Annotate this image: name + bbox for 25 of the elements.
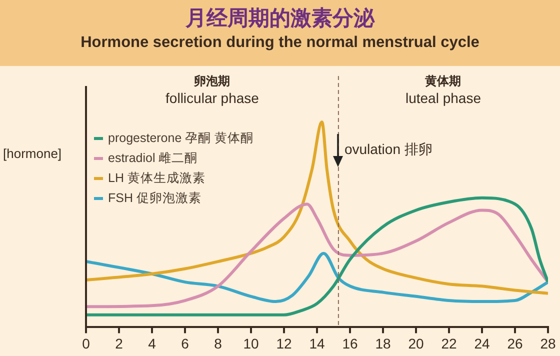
x-tick-label: 24 bbox=[474, 335, 490, 352]
x-tick-label: 10 bbox=[243, 335, 259, 352]
x-tick-label: 26 bbox=[507, 335, 523, 352]
x-tick-label: 22 bbox=[441, 335, 457, 352]
x-tick-label: 28 bbox=[540, 335, 556, 352]
x-tick-label: 0 bbox=[82, 335, 90, 352]
text: 卵泡期 follicular phase bbox=[166, 74, 260, 106]
legend-label: progesterone 孕酮 黄体酮 bbox=[107, 130, 254, 147]
x-tick-label: 6 bbox=[181, 335, 190, 352]
chart-title: 月经周期的激素分泌 bbox=[184, 5, 376, 32]
x-tick-label: 4 bbox=[148, 335, 156, 352]
x-tick-label: 8 bbox=[214, 335, 222, 352]
y-axis-title: [hormone] bbox=[3, 146, 62, 161]
legend-label: FSH 促卵泡激素 bbox=[107, 190, 202, 207]
text: 黄体期 luteal phase bbox=[405, 74, 482, 106]
ref-line-label: ovulation 排卵 bbox=[344, 140, 432, 157]
x-tick-label: 16 bbox=[342, 335, 358, 352]
chart-subtitle: Hormone secretion during the normal menstrual cycle bbox=[80, 33, 480, 53]
x-tick-label: 14 bbox=[309, 335, 325, 352]
legend-label: LH 黄体生成激素 bbox=[107, 170, 206, 187]
x-tick-label: 2 bbox=[115, 335, 124, 352]
x-tick-label: 12 bbox=[276, 335, 292, 352]
legend-label: estradiol 雌二酮 bbox=[107, 150, 199, 167]
x-tick-label: 18 bbox=[375, 335, 391, 352]
x-tick-label: 20 bbox=[408, 335, 424, 352]
